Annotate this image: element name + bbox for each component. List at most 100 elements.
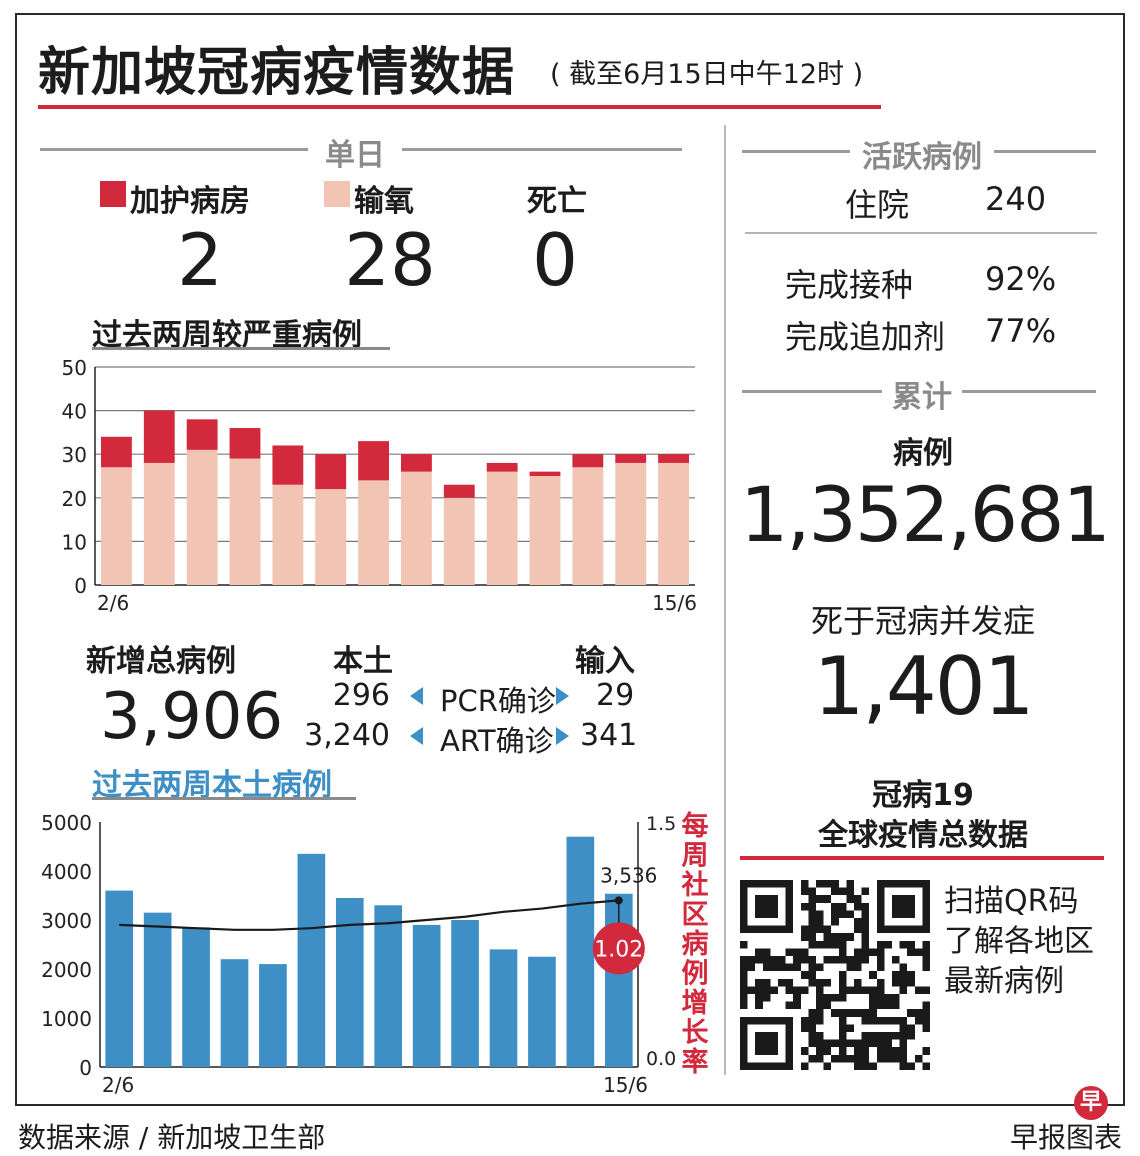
local-cases-chart: 0 1000 2000 3000 4000 5000 1.5 0.0 1.02 3,536 2/6 1… bbox=[41, 810, 710, 1097]
art-label: ART确诊 bbox=[440, 724, 554, 758]
local-heading-underline bbox=[92, 797, 356, 800]
cumulative-rule-right bbox=[962, 390, 1096, 393]
icu-bar bbox=[401, 454, 432, 472]
pcr-label: PCR确诊 bbox=[440, 684, 556, 718]
y-tick-label: 30 bbox=[62, 443, 87, 467]
local-cases-bar bbox=[451, 920, 479, 1067]
y-tick-label: 0 bbox=[74, 574, 87, 598]
cases-value: 1,352,681 bbox=[740, 470, 1111, 559]
oxygen-bar bbox=[443, 497, 475, 585]
oxygen-bar bbox=[658, 462, 689, 585]
oxygen-label: 输氧 bbox=[354, 184, 414, 219]
y-tick-label: 20 bbox=[62, 487, 87, 511]
icu-bar bbox=[572, 454, 604, 468]
icu-bar bbox=[101, 436, 132, 468]
icu-bar bbox=[486, 462, 518, 472]
y-tick-label: 40 bbox=[62, 400, 87, 424]
severe-heading-underline bbox=[92, 347, 390, 350]
icu-bar bbox=[143, 410, 175, 463]
icu-bar bbox=[186, 419, 218, 450]
icu-bar bbox=[529, 471, 561, 476]
y-tick-label: 5000 bbox=[41, 811, 92, 835]
new-cases-value: 3,906 bbox=[100, 680, 284, 754]
y-tick-label: 2000 bbox=[41, 958, 92, 982]
death-value: 0 bbox=[532, 218, 578, 302]
oxygen-bar bbox=[229, 458, 261, 585]
title-underline bbox=[38, 105, 881, 109]
oxygen-bar bbox=[315, 489, 347, 585]
data-source: 数据来源 / 新加坡卫生部 bbox=[18, 1121, 326, 1154]
daily-heading: 单日 bbox=[325, 138, 385, 173]
local-cases-bar bbox=[335, 897, 364, 1067]
severe-cases-chart: 0 10 20 30 40 50 2/6 15/6 bbox=[62, 356, 697, 615]
active-divider bbox=[745, 232, 1097, 234]
icu-swatch bbox=[100, 181, 126, 207]
oxygen-bar bbox=[401, 471, 432, 585]
local-cases-bar bbox=[105, 890, 134, 1067]
oxygen-bar bbox=[529, 476, 561, 585]
qr-text-line-1: 扫描QR码 bbox=[944, 884, 1079, 919]
local-label: 本土 bbox=[333, 644, 393, 679]
oxygen-bar bbox=[358, 480, 389, 585]
daily-rule-left bbox=[40, 148, 308, 151]
icu-bar bbox=[615, 454, 647, 463]
growth-rate-line bbox=[119, 899, 619, 931]
growth-rate-value: 1.02 bbox=[594, 937, 643, 962]
y2-tick-label: 1.5 bbox=[646, 813, 676, 835]
growth-rate-badge bbox=[592, 922, 645, 975]
global-title-2: 全球疫情总数据 bbox=[818, 818, 1028, 853]
cumulative-heading: 累计 bbox=[892, 380, 952, 415]
x-tick-label: 2/6 bbox=[97, 591, 129, 615]
local-cases-bar bbox=[220, 959, 249, 1067]
death-label: 死亡 bbox=[527, 184, 587, 219]
pcr-imported-value: 29 bbox=[596, 678, 635, 713]
new-cases-label: 新增总病例 bbox=[86, 644, 236, 679]
x-tick-label: 15/6 bbox=[652, 591, 697, 615]
oxygen-bar bbox=[272, 484, 304, 585]
local-cases-bar bbox=[566, 836, 595, 1067]
x-tick-label: 2/6 bbox=[102, 1073, 134, 1097]
page-title: 新加坡冠病疫情数据 bbox=[38, 43, 516, 103]
local-cases-bar bbox=[528, 956, 556, 1067]
icu-bar bbox=[315, 454, 347, 490]
deaths-value: 1,401 bbox=[813, 640, 1034, 733]
icu-label: 加护病房 bbox=[130, 184, 250, 219]
infographic-frame bbox=[15, 13, 1125, 1106]
daily-rule-right bbox=[402, 148, 682, 151]
active-heading: 活跃病例 bbox=[862, 140, 982, 175]
vaccinated-label: 完成接种 bbox=[785, 266, 914, 304]
y-tick-label: 4000 bbox=[41, 860, 92, 884]
oxygen-bar bbox=[186, 449, 218, 585]
active-rule-left bbox=[742, 150, 850, 153]
arrow-right-icon bbox=[556, 687, 569, 705]
y-tick-label: 1000 bbox=[41, 1007, 92, 1031]
oxygen-swatch bbox=[324, 181, 350, 207]
local-cases-bar bbox=[143, 912, 172, 1067]
qr-text-line-2: 了解各地区 bbox=[944, 924, 1094, 959]
imported-label: 输入 bbox=[575, 644, 635, 679]
page-subtitle: ( 截至6月15日中午12时 ) bbox=[550, 59, 864, 90]
local-cases-bar bbox=[297, 853, 326, 1067]
booster-value: 77% bbox=[985, 312, 1057, 350]
icu-bar bbox=[443, 484, 475, 498]
booster-label: 完成追加剂 bbox=[785, 318, 946, 356]
right-axis-title: 每周社区病例增长率 bbox=[682, 810, 710, 1078]
global-title-1: 冠病19 bbox=[872, 778, 974, 813]
x-tick-label: 15/6 bbox=[603, 1073, 648, 1097]
icu-bar bbox=[229, 428, 261, 459]
hospital-value: 240 bbox=[985, 180, 1047, 218]
art-local-value: 3,240 bbox=[304, 718, 390, 753]
local-cases-bar bbox=[489, 949, 518, 1067]
y-tick-label: 10 bbox=[62, 530, 87, 554]
oxygen-bar bbox=[615, 462, 647, 585]
hospital-label: 住院 bbox=[845, 186, 910, 224]
arrow-left-icon bbox=[410, 727, 423, 745]
pcr-local-value: 296 bbox=[332, 678, 390, 713]
column-divider bbox=[724, 125, 726, 1075]
arrow-left-icon bbox=[410, 687, 423, 705]
vaccinated-value: 92% bbox=[985, 260, 1057, 298]
art-imported-value: 341 bbox=[580, 718, 638, 753]
qr-code-image[interactable] bbox=[740, 880, 930, 1070]
local-cases-bar bbox=[374, 905, 403, 1067]
icu-value: 2 bbox=[177, 218, 223, 302]
